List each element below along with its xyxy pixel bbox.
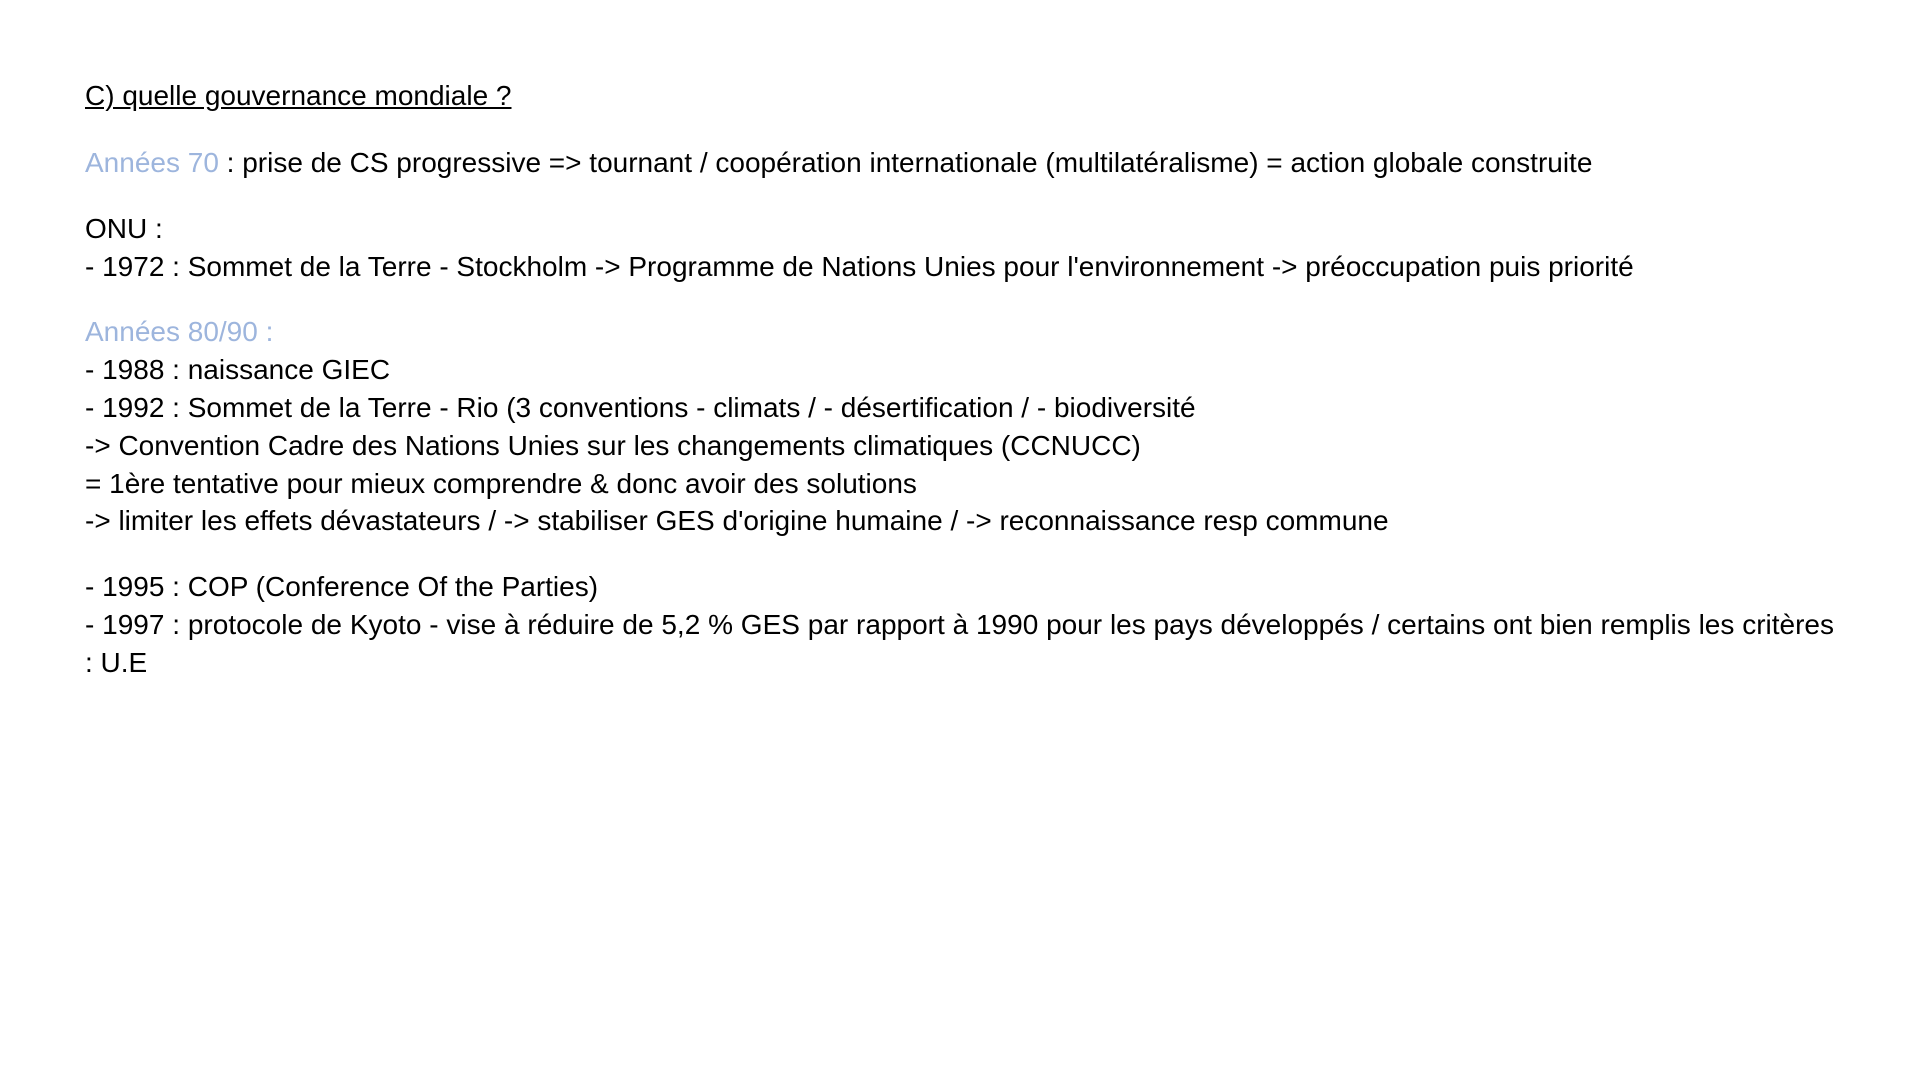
- line-ccnucc: -> Convention Cadre des Nations Unies su…: [85, 427, 1834, 465]
- paragraph-onu: ONU : - 1972 : Sommet de la Terre - Stoc…: [85, 210, 1834, 286]
- line-1995: - 1995 : COP (Conference Of the Parties): [85, 568, 1834, 606]
- paragraph-cop-kyoto: - 1995 : COP (Conference Of the Parties)…: [85, 568, 1834, 681]
- highlight-annees-70: Années 70: [85, 147, 219, 178]
- paragraph-annees-70: Années 70 : prise de CS progressive => t…: [85, 144, 1834, 182]
- onu-1972: - 1972 : Sommet de la Terre - Stockholm …: [85, 248, 1834, 286]
- onu-label: ONU :: [85, 210, 1834, 248]
- text-annees-70: : prise de CS progressive => tournant / …: [219, 147, 1593, 178]
- highlight-annees-8090: Années 80/90 :: [85, 316, 273, 347]
- line-tentative: = 1ère tentative pour mieux comprendre &…: [85, 465, 1834, 503]
- section-heading: C) quelle gouvernance mondiale ?: [85, 80, 1834, 112]
- line-1988: - 1988 : naissance GIEC: [85, 351, 1834, 389]
- line-limiter: -> limiter les effets dévastateurs / -> …: [85, 502, 1834, 540]
- paragraph-annees-8090: Années 80/90 : - 1988 : naissance GIEC -…: [85, 313, 1834, 540]
- line-1997: - 1997 : protocole de Kyoto - vise à réd…: [85, 606, 1834, 682]
- line-1992: - 1992 : Sommet de la Terre - Rio (3 con…: [85, 389, 1834, 427]
